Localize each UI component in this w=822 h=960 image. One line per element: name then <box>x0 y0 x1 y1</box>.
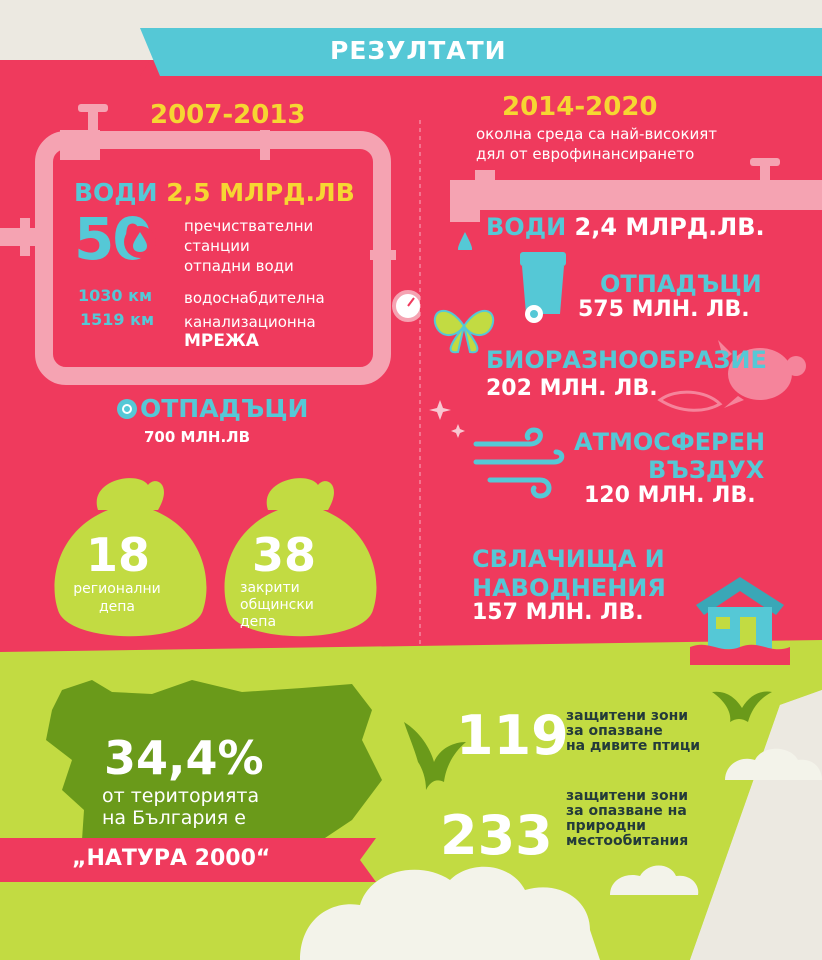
title-banner <box>140 28 822 76</box>
left-waste-amount: 700 МЛН.ЛВ <box>144 428 251 446</box>
natura-text-2: на България е <box>102 807 246 829</box>
bag1-number: 18 <box>86 528 151 582</box>
bag1-text: регионални депа <box>62 580 172 616</box>
right-water-amount: 2,4 МЛРД.ЛВ. <box>574 213 765 241</box>
garbage-bags <box>54 478 377 637</box>
air-amount: 120 МЛН. ЛВ. <box>584 483 756 508</box>
left-period: 2007-2013 <box>150 100 306 130</box>
faucet-icon <box>450 158 822 250</box>
flood-label-2: НАВОДНЕНИЯ <box>472 574 666 602</box>
right-water-row: ВОДИ 2,4 МЛРД.ЛВ. <box>486 213 765 241</box>
km-1: 1030 км <box>78 286 153 305</box>
bag1-text-2: депа <box>98 599 136 615</box>
left-water-amount: 2,5 МЛРД.ЛВ <box>166 178 355 207</box>
left-water-row: ВОДИ 2,5 МЛРД.ЛВ <box>74 178 355 207</box>
birds-text: защитени зони за опазване на дивите птиц… <box>566 709 700 754</box>
recycle-icon <box>117 399 137 419</box>
cloud-right-small <box>610 865 699 895</box>
garbage-bag-2-icon <box>224 478 377 637</box>
garbage-bag-1-icon <box>54 478 207 637</box>
birds-text-2: за опазване <box>566 723 663 739</box>
wind-icon <box>473 427 565 499</box>
turtle-icon <box>718 340 806 408</box>
air-label-1: АТМОСФЕРЕН <box>574 428 766 456</box>
right-period: 2014-2020 <box>502 92 658 122</box>
habitats-text: защитени зони за опазване на природни ме… <box>566 789 688 849</box>
natura-text-1: от територията <box>102 785 260 807</box>
birds-number: 119 <box>456 704 569 767</box>
left-waste-label: ОТПАДЪЦИ <box>140 394 309 423</box>
house-icon <box>690 577 790 665</box>
right-subtitle-1: околна среда са най-високият <box>476 125 718 143</box>
bio-label: БИОРАЗНООБРАЗИЕ <box>486 346 767 374</box>
natura-text: от територията на България е <box>102 785 259 829</box>
habitats-text-3: природни <box>566 818 646 834</box>
km-values: 1030 км 1519 км <box>78 284 154 332</box>
right-subtitle: околна среда са най-високият дял от евро… <box>476 124 717 164</box>
cloud-right-top <box>725 748 822 780</box>
flood-amount: 157 МЛН. ЛВ. <box>472 600 644 625</box>
right-water-label: ВОДИ <box>486 213 567 241</box>
eagle-icon <box>404 722 466 790</box>
water-drop-icon <box>124 226 156 258</box>
km-1-text: водоснабдителна <box>184 289 325 307</box>
cloud-bottom <box>300 866 600 960</box>
plants-text: пречиствателни станции отпадни води <box>184 216 313 276</box>
km-text: водоснабдителна канализационна <box>184 286 325 334</box>
km-2-text: канализационна <box>184 313 316 331</box>
flood-label-1: СВЛАЧИЩА И <box>472 545 665 573</box>
plants-text-1: пречиствателни <box>184 217 314 235</box>
page-title: РЕЗУЛТАТИ <box>330 36 507 65</box>
trash-bin-icon <box>520 252 566 323</box>
natura-banner-text: „НАТУРА 2000“ <box>72 846 271 871</box>
bird-icon <box>712 691 772 722</box>
bulgaria-map-icon <box>46 680 382 858</box>
birds-text-3: на дивите птици <box>566 738 701 754</box>
bag2-text: закрити общински депа <box>240 580 340 631</box>
bag2-text-3: депа <box>240 614 277 630</box>
habitats-text-1: защитени зони <box>566 788 689 804</box>
butterfly-icon <box>433 309 495 354</box>
shrimp-icon <box>657 390 723 412</box>
habitats-text-2: за опазване на <box>566 803 687 819</box>
left-water-label: ВОДИ <box>74 178 158 207</box>
sparkle-icon <box>429 400 465 438</box>
bag2-text-1: закрити <box>240 580 300 596</box>
habitats-text-4: местообитания <box>566 833 689 849</box>
km-2: 1519 км <box>80 310 155 329</box>
right-waste-amount: 575 МЛН. ЛВ. <box>578 297 750 322</box>
flood-label: СВЛАЧИЩА И НАВОДНЕНИЯ <box>472 545 666 603</box>
right-subtitle-2: дял от еврофинансирането <box>476 145 695 163</box>
natura-percent: 34,4% <box>104 731 264 785</box>
habitats-number: 233 <box>440 804 553 867</box>
right-waste-label: ОТПАДЪЦИ <box>600 270 762 298</box>
pipe-frame-icon <box>0 104 420 385</box>
plants-text-3: отпадни води <box>184 257 294 275</box>
natura-banner <box>0 838 376 882</box>
bag2-text-2: общински <box>240 597 314 613</box>
bag2-number: 38 <box>252 528 317 582</box>
air-label-2: ВЪЗДУХ <box>648 456 765 484</box>
plants-text-2: станции <box>184 237 250 255</box>
birds-text-1: защитени зони <box>566 708 689 724</box>
network-label: МРЕЖА <box>184 331 259 351</box>
bag1-text-1: регионални <box>73 581 161 597</box>
bio-amount: 202 МЛН. ЛВ. <box>486 376 658 401</box>
